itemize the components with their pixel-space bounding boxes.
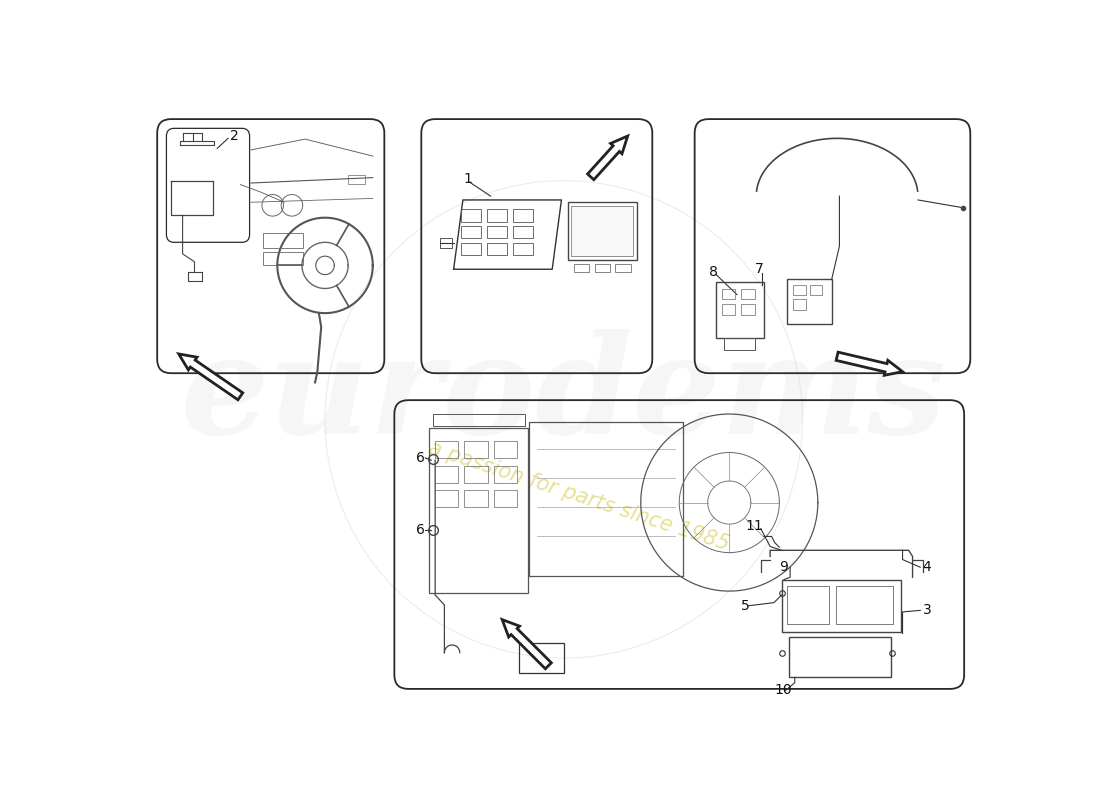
Text: 4: 4 (923, 560, 932, 574)
Bar (464, 466, 487, 482)
Bar (810, 285, 823, 295)
Text: 6: 6 (416, 522, 425, 537)
Bar (486, 209, 507, 222)
Bar (615, 264, 630, 271)
Bar (788, 586, 829, 624)
Bar (741, 289, 755, 299)
Text: 11: 11 (746, 518, 763, 533)
Bar (433, 414, 526, 426)
Bar (461, 226, 481, 238)
Text: 2: 2 (230, 129, 239, 143)
Bar (436, 490, 459, 507)
Bar (722, 289, 736, 299)
Bar (513, 243, 534, 255)
Text: 7: 7 (755, 262, 763, 276)
Polygon shape (502, 619, 551, 669)
Bar (741, 304, 755, 314)
Bar (782, 579, 901, 632)
Bar (594, 264, 609, 271)
Bar (790, 637, 891, 677)
Bar (440, 238, 452, 248)
Bar (264, 233, 304, 249)
Bar (486, 226, 507, 238)
Bar (436, 466, 459, 482)
Bar (793, 299, 805, 310)
Text: 6: 6 (416, 451, 425, 465)
Bar (716, 282, 763, 338)
Bar (724, 338, 755, 350)
Text: eurodems: eurodems (180, 330, 947, 463)
Polygon shape (178, 354, 243, 400)
Bar (788, 279, 832, 324)
Bar (513, 209, 534, 222)
Bar (464, 490, 487, 507)
Bar (572, 206, 634, 256)
Bar (836, 586, 893, 624)
Text: 5: 5 (741, 598, 749, 613)
Bar (486, 243, 507, 255)
Bar (494, 466, 517, 482)
Bar (793, 285, 805, 295)
Text: 10: 10 (774, 683, 792, 698)
Bar (574, 264, 590, 271)
Bar (513, 226, 534, 238)
Text: a passion for parts since 1985: a passion for parts since 1985 (427, 438, 732, 554)
Bar (429, 428, 528, 594)
Bar (722, 304, 736, 314)
Polygon shape (587, 136, 628, 180)
Bar (494, 490, 517, 507)
Text: 8: 8 (708, 265, 717, 278)
Bar (461, 209, 481, 222)
Bar (519, 643, 563, 673)
Bar (436, 441, 459, 458)
Bar (264, 251, 304, 266)
Bar (529, 422, 683, 576)
Text: 3: 3 (923, 603, 932, 618)
Bar (464, 441, 487, 458)
Bar (568, 202, 637, 260)
Text: 1: 1 (464, 172, 473, 186)
Bar (461, 243, 481, 255)
Text: 9: 9 (779, 560, 789, 574)
Polygon shape (836, 352, 902, 375)
Bar (494, 441, 517, 458)
Bar (348, 174, 365, 184)
